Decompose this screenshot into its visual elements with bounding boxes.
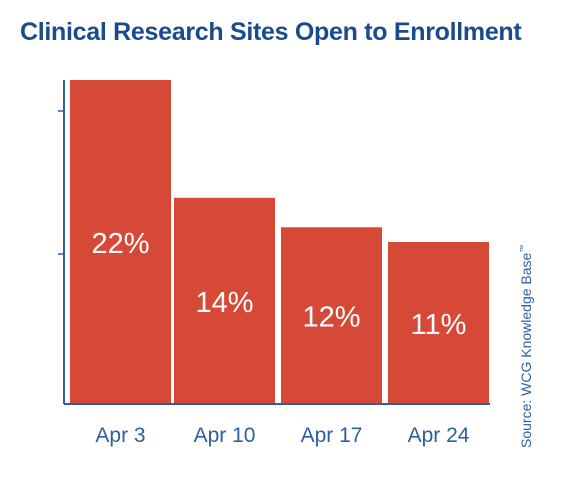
bar-value-label: 12% <box>302 302 360 334</box>
source-text: Source: WCG Knowledge Base <box>518 252 534 448</box>
bar <box>281 227 382 404</box>
x-tick-label: Apr 24 <box>408 424 470 447</box>
x-tick-label: Apr 10 <box>194 424 256 447</box>
labels-layer: 22% Apr 3 14% Apr 10 12% Apr 17 11% Apr 24 <box>91 228 469 447</box>
bars-layer <box>70 80 489 404</box>
axis-layer <box>58 80 490 405</box>
bar <box>388 242 489 404</box>
x-tick-label: Apr 17 <box>301 424 363 447</box>
bar-value-label: 11% <box>411 309 467 341</box>
bar-value-label: 14% <box>195 287 253 319</box>
bar-value-label: 22% <box>91 228 149 260</box>
chart-title: Clinical Research Sites Open to Enrollme… <box>20 18 522 46</box>
bar <box>70 80 171 404</box>
source-note: Source: WCG Knowledge Base™ <box>518 245 534 448</box>
bar <box>174 197 275 404</box>
x-tick-label: Apr 3 <box>95 424 145 447</box>
trademark-mark: ™ <box>518 244 528 253</box>
